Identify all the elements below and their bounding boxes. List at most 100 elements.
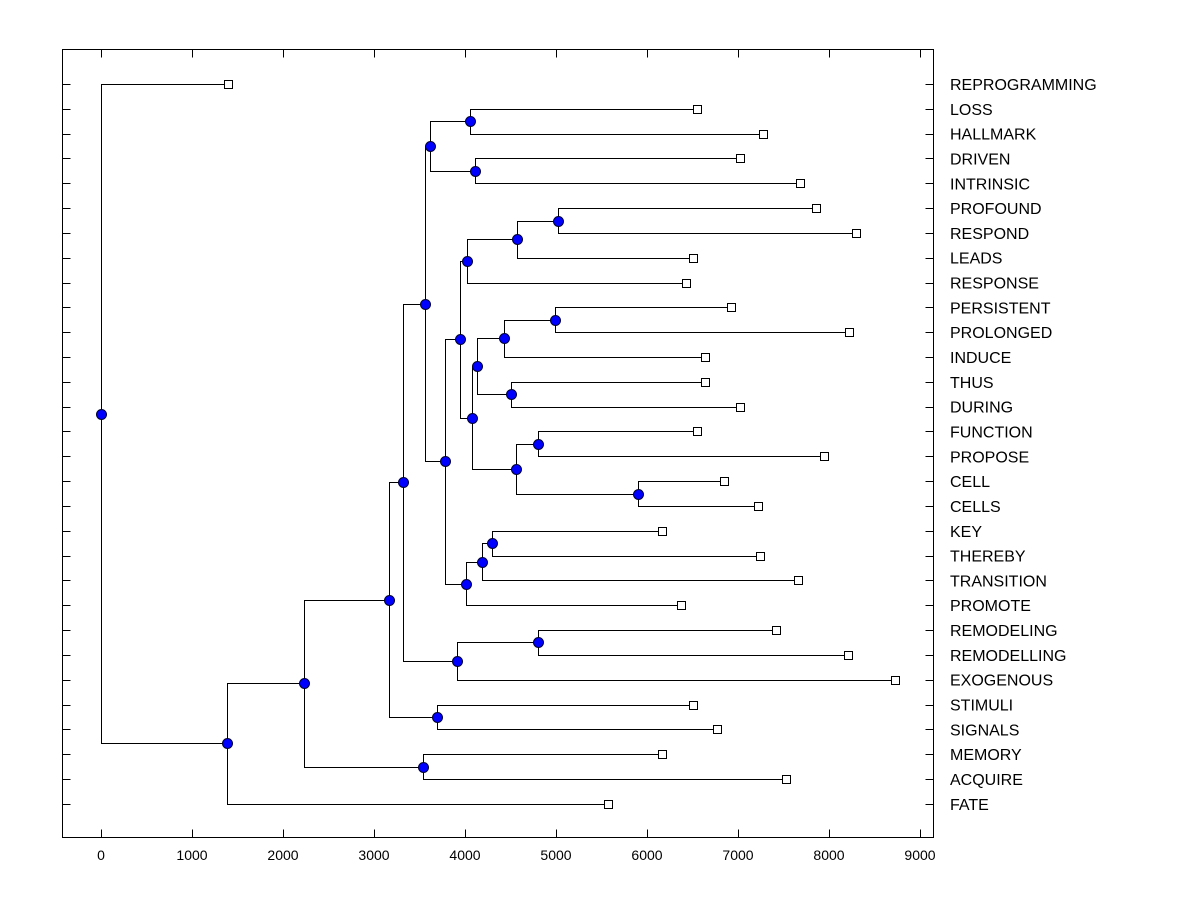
leaf-label: DRIVEN	[950, 151, 1010, 168]
leaf-label: KEY	[950, 524, 982, 541]
leaf-marker	[852, 229, 861, 238]
branch-link	[389, 600, 438, 718]
leaf-label: FATE	[950, 797, 989, 814]
cluster-node	[461, 579, 472, 590]
cluster-node	[472, 361, 483, 372]
cluster-node	[432, 712, 443, 723]
leaf-label: REPROGRAMMING	[950, 77, 1097, 94]
leaf-marker	[658, 527, 667, 536]
branch-link	[457, 642, 539, 662]
cluster-node	[487, 538, 498, 549]
cluster-node	[96, 409, 107, 420]
branch-link	[430, 146, 476, 172]
leaf-marker	[701, 378, 710, 387]
cluster-node	[440, 456, 451, 467]
branch-link	[425, 304, 446, 462]
leaf-label: LOSS	[950, 102, 993, 119]
leaf-label: TRANSITION	[950, 573, 1047, 590]
branch-link	[445, 461, 467, 585]
cluster-node	[553, 216, 564, 227]
leaf-marker	[701, 353, 710, 362]
leaf-label: PROFOUND	[950, 201, 1042, 218]
leaf-marker	[820, 452, 829, 461]
branch-link	[227, 743, 609, 805]
leaf-label: THEREBY	[950, 549, 1026, 566]
x-tick-label: 0	[97, 847, 105, 863]
cluster-node	[398, 477, 409, 488]
leaf-marker	[682, 279, 691, 288]
leaf-label: INDUCE	[950, 350, 1011, 367]
x-tick-label: 6000	[631, 847, 662, 863]
x-tick-label: 8000	[813, 847, 844, 863]
branch-link	[472, 418, 517, 470]
axis-ticks	[62, 49, 934, 838]
leaf-marker	[756, 552, 765, 561]
branch-link	[504, 338, 706, 358]
leaf-label: RESPOND	[950, 226, 1029, 243]
branch-link	[466, 584, 682, 606]
leaf-marker	[727, 303, 736, 312]
leaf-marker	[772, 626, 781, 635]
branch-link	[504, 320, 556, 339]
branch-link	[477, 366, 512, 395]
leaf-label: ACQUIRE	[950, 772, 1023, 789]
leaf-marker	[720, 477, 729, 486]
branch-link	[304, 683, 424, 768]
branch-link	[467, 261, 687, 284]
x-tick-label: 1000	[176, 847, 207, 863]
leaf-marker	[224, 80, 233, 89]
x-tick-label: 4000	[449, 847, 480, 863]
cluster-node	[465, 116, 476, 127]
leaf-label: REMODELING	[950, 623, 1058, 640]
leaf-label: PROLONGED	[950, 325, 1052, 342]
cluster-node	[462, 256, 473, 267]
leaf-label: PERSISTENT	[950, 300, 1051, 317]
dendrogram-markers	[96, 80, 900, 809]
cluster-node	[455, 334, 466, 345]
x-axis-tick-labels: 0 1000 2000 3000 4000 5000 6000 7000 8000 9000	[97, 847, 936, 863]
leaf-label: LEADS	[950, 251, 1002, 268]
leaf-marker	[845, 328, 854, 337]
cluster-node	[222, 738, 233, 749]
leaf-label: PROMOTE	[950, 598, 1031, 615]
branch-link	[101, 84, 229, 415]
leaf-marker	[844, 651, 853, 660]
leaf-marker	[736, 154, 745, 163]
leaf-marker	[736, 403, 745, 412]
branch-link	[403, 304, 426, 483]
cluster-node	[477, 557, 488, 568]
cluster-node	[499, 333, 510, 344]
cluster-node	[533, 637, 544, 648]
leaf-label: CELL	[950, 474, 990, 491]
cluster-node	[511, 464, 522, 475]
branch-link	[227, 683, 305, 744]
cluster-node	[425, 141, 436, 152]
cluster-node	[533, 439, 544, 450]
x-tick-label: 5000	[540, 847, 571, 863]
leaf-marker	[754, 502, 763, 511]
leaf-label: RESPONSE	[950, 276, 1039, 293]
branch-link	[457, 661, 896, 681]
leaf-marker	[713, 725, 722, 734]
leaf-label: MEMORY	[950, 747, 1022, 764]
leaf-label: SIGNALS	[950, 722, 1019, 739]
cluster-node	[467, 413, 478, 424]
leaf-label: DURING	[950, 400, 1013, 417]
branch-link	[403, 482, 458, 662]
cluster-node	[550, 315, 561, 326]
leaf-label: STIMULI	[950, 698, 1013, 715]
cluster-node	[299, 678, 310, 689]
branch-link	[516, 444, 539, 470]
leaf-marker	[693, 427, 702, 436]
leaf-label: EXOGENOUS	[950, 673, 1053, 690]
cluster-node	[633, 489, 644, 500]
cluster-node	[384, 595, 395, 606]
x-tick-label: 2000	[267, 847, 298, 863]
cluster-node	[470, 166, 481, 177]
cluster-node	[452, 656, 463, 667]
leaf-label: THUS	[950, 375, 994, 392]
leaf-label: HALLMARK	[950, 127, 1037, 144]
leaf-label: CELLS	[950, 499, 1001, 516]
branch-link	[517, 221, 559, 240]
